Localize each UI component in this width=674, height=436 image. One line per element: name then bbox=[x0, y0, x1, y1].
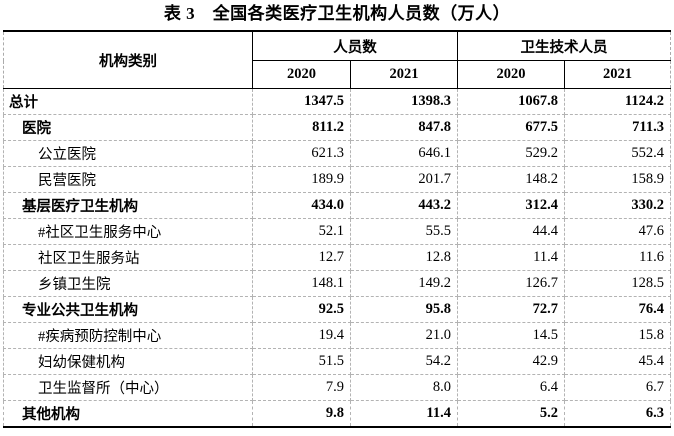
value-cell: 11.4 bbox=[350, 400, 458, 428]
value-cell: 148.1 bbox=[252, 270, 351, 297]
value-cell: 646.1 bbox=[350, 140, 458, 167]
row-label: 乡镇卫生院 bbox=[3, 270, 253, 297]
value-cell: 76.4 bbox=[564, 296, 671, 323]
value-cell: 711.3 bbox=[564, 114, 671, 141]
row-label: #疾病预防控制中心 bbox=[3, 322, 253, 349]
value-cell: 21.0 bbox=[350, 322, 458, 349]
table-body: 总计 1347.5 1398.3 1067.8 1124.2 医院 811.2 847.8 67… bbox=[3, 88, 671, 428]
value-cell: 42.9 bbox=[457, 348, 565, 375]
header-year-tech-2020: 2020 bbox=[457, 60, 565, 89]
row-label: 妇幼保健机构 bbox=[3, 348, 253, 375]
value-cell: 1124.2 bbox=[564, 88, 671, 115]
table-row: 基层医疗卫生机构 434.0 443.2 312.4 330.2 bbox=[3, 192, 671, 219]
table-row: #疾病预防控制中心 19.4 21.0 14.5 15.8 bbox=[3, 322, 671, 349]
value-cell: 47.6 bbox=[564, 218, 671, 245]
value-cell: 44.4 bbox=[457, 218, 565, 245]
value-cell: 677.5 bbox=[457, 114, 565, 141]
value-cell: 52.1 bbox=[252, 218, 351, 245]
header-year-personnel-2021: 2021 bbox=[350, 60, 458, 89]
value-cell: 19.4 bbox=[252, 322, 351, 349]
value-cell: 330.2 bbox=[564, 192, 671, 219]
value-cell: 14.5 bbox=[457, 322, 565, 349]
header-group-personnel: 人员数 bbox=[252, 30, 458, 61]
row-label: 医院 bbox=[3, 114, 253, 141]
table-header: 机构类别 人员数 卫生技术人员 2020 2021 2020 2021 bbox=[3, 30, 671, 89]
value-cell: 95.8 bbox=[350, 296, 458, 323]
row-label: 社区卫生服务站 bbox=[3, 244, 253, 271]
value-cell: 443.2 bbox=[350, 192, 458, 219]
value-cell: 1347.5 bbox=[252, 88, 351, 115]
value-cell: 158.9 bbox=[564, 166, 671, 193]
value-cell: 529.2 bbox=[457, 140, 565, 167]
value-cell: 72.7 bbox=[457, 296, 565, 323]
row-label: #社区卫生服务中心 bbox=[3, 218, 253, 245]
value-cell: 126.7 bbox=[457, 270, 565, 297]
value-cell: 811.2 bbox=[252, 114, 351, 141]
value-cell: 312.4 bbox=[457, 192, 565, 219]
value-cell: 201.7 bbox=[350, 166, 458, 193]
value-cell: 6.3 bbox=[564, 400, 671, 428]
value-cell: 92.5 bbox=[252, 296, 351, 323]
row-label: 专业公共卫生机构 bbox=[3, 296, 253, 323]
value-cell: 6.7 bbox=[564, 374, 671, 401]
value-cell: 54.2 bbox=[350, 348, 458, 375]
row-label: 民营医院 bbox=[3, 166, 253, 193]
row-label: 基层医疗卫生机构 bbox=[3, 192, 253, 219]
table-row: 卫生监督所（中心） 7.9 8.0 6.4 6.7 bbox=[3, 374, 671, 401]
value-cell: 847.8 bbox=[350, 114, 458, 141]
table-row: 总计 1347.5 1398.3 1067.8 1124.2 bbox=[3, 88, 671, 115]
header-year-tech-2021: 2021 bbox=[564, 60, 671, 89]
table-row: 专业公共卫生机构 92.5 95.8 72.7 76.4 bbox=[3, 296, 671, 323]
header-group-health-technicians: 卫生技术人员 bbox=[457, 30, 671, 61]
value-cell: 15.8 bbox=[564, 322, 671, 349]
table-row: 医院 811.2 847.8 677.5 711.3 bbox=[3, 114, 671, 141]
value-cell: 12.7 bbox=[252, 244, 351, 271]
table-row: 妇幼保健机构 51.5 54.2 42.9 45.4 bbox=[3, 348, 671, 375]
value-cell: 45.4 bbox=[564, 348, 671, 375]
header-category: 机构类别 bbox=[3, 30, 253, 89]
value-cell: 9.8 bbox=[252, 400, 351, 428]
value-cell: 149.2 bbox=[350, 270, 458, 297]
value-cell: 1398.3 bbox=[350, 88, 458, 115]
value-cell: 621.3 bbox=[252, 140, 351, 167]
table-row: 民营医院 189.9 201.7 148.2 158.9 bbox=[3, 166, 671, 193]
header-year-personnel-2020: 2020 bbox=[252, 60, 351, 89]
value-cell: 55.5 bbox=[350, 218, 458, 245]
value-cell: 552.4 bbox=[564, 140, 671, 167]
table-row: 公立医院 621.3 646.1 529.2 552.4 bbox=[3, 140, 671, 167]
value-cell: 1067.8 bbox=[457, 88, 565, 115]
personnel-table: 机构类别 人员数 卫生技术人员 2020 2021 2020 2021 总计 13… bbox=[3, 30, 671, 428]
table-row: 其他机构 9.8 11.4 5.2 6.3 bbox=[3, 400, 671, 428]
value-cell: 5.2 bbox=[457, 400, 565, 428]
value-cell: 12.8 bbox=[350, 244, 458, 271]
value-cell: 128.5 bbox=[564, 270, 671, 297]
row-label: 其他机构 bbox=[3, 400, 253, 428]
value-cell: 51.5 bbox=[252, 348, 351, 375]
row-label: 总计 bbox=[3, 88, 253, 115]
table-title: 表 3 全国各类医疗卫生机构人员数（万人） bbox=[163, 4, 511, 23]
row-label: 卫生监督所（中心） bbox=[3, 374, 253, 401]
table-row: 乡镇卫生院 148.1 149.2 126.7 128.5 bbox=[3, 270, 671, 297]
table-row: #社区卫生服务中心 52.1 55.5 44.4 47.6 bbox=[3, 218, 671, 245]
value-cell: 148.2 bbox=[457, 166, 565, 193]
value-cell: 434.0 bbox=[252, 192, 351, 219]
value-cell: 11.4 bbox=[457, 244, 565, 271]
value-cell: 6.4 bbox=[457, 374, 565, 401]
value-cell: 8.0 bbox=[350, 374, 458, 401]
value-cell: 7.9 bbox=[252, 374, 351, 401]
table-row: 社区卫生服务站 12.7 12.8 11.4 11.6 bbox=[3, 244, 671, 271]
value-cell: 11.6 bbox=[564, 244, 671, 271]
value-cell: 189.9 bbox=[252, 166, 351, 193]
row-label: 公立医院 bbox=[3, 140, 253, 167]
